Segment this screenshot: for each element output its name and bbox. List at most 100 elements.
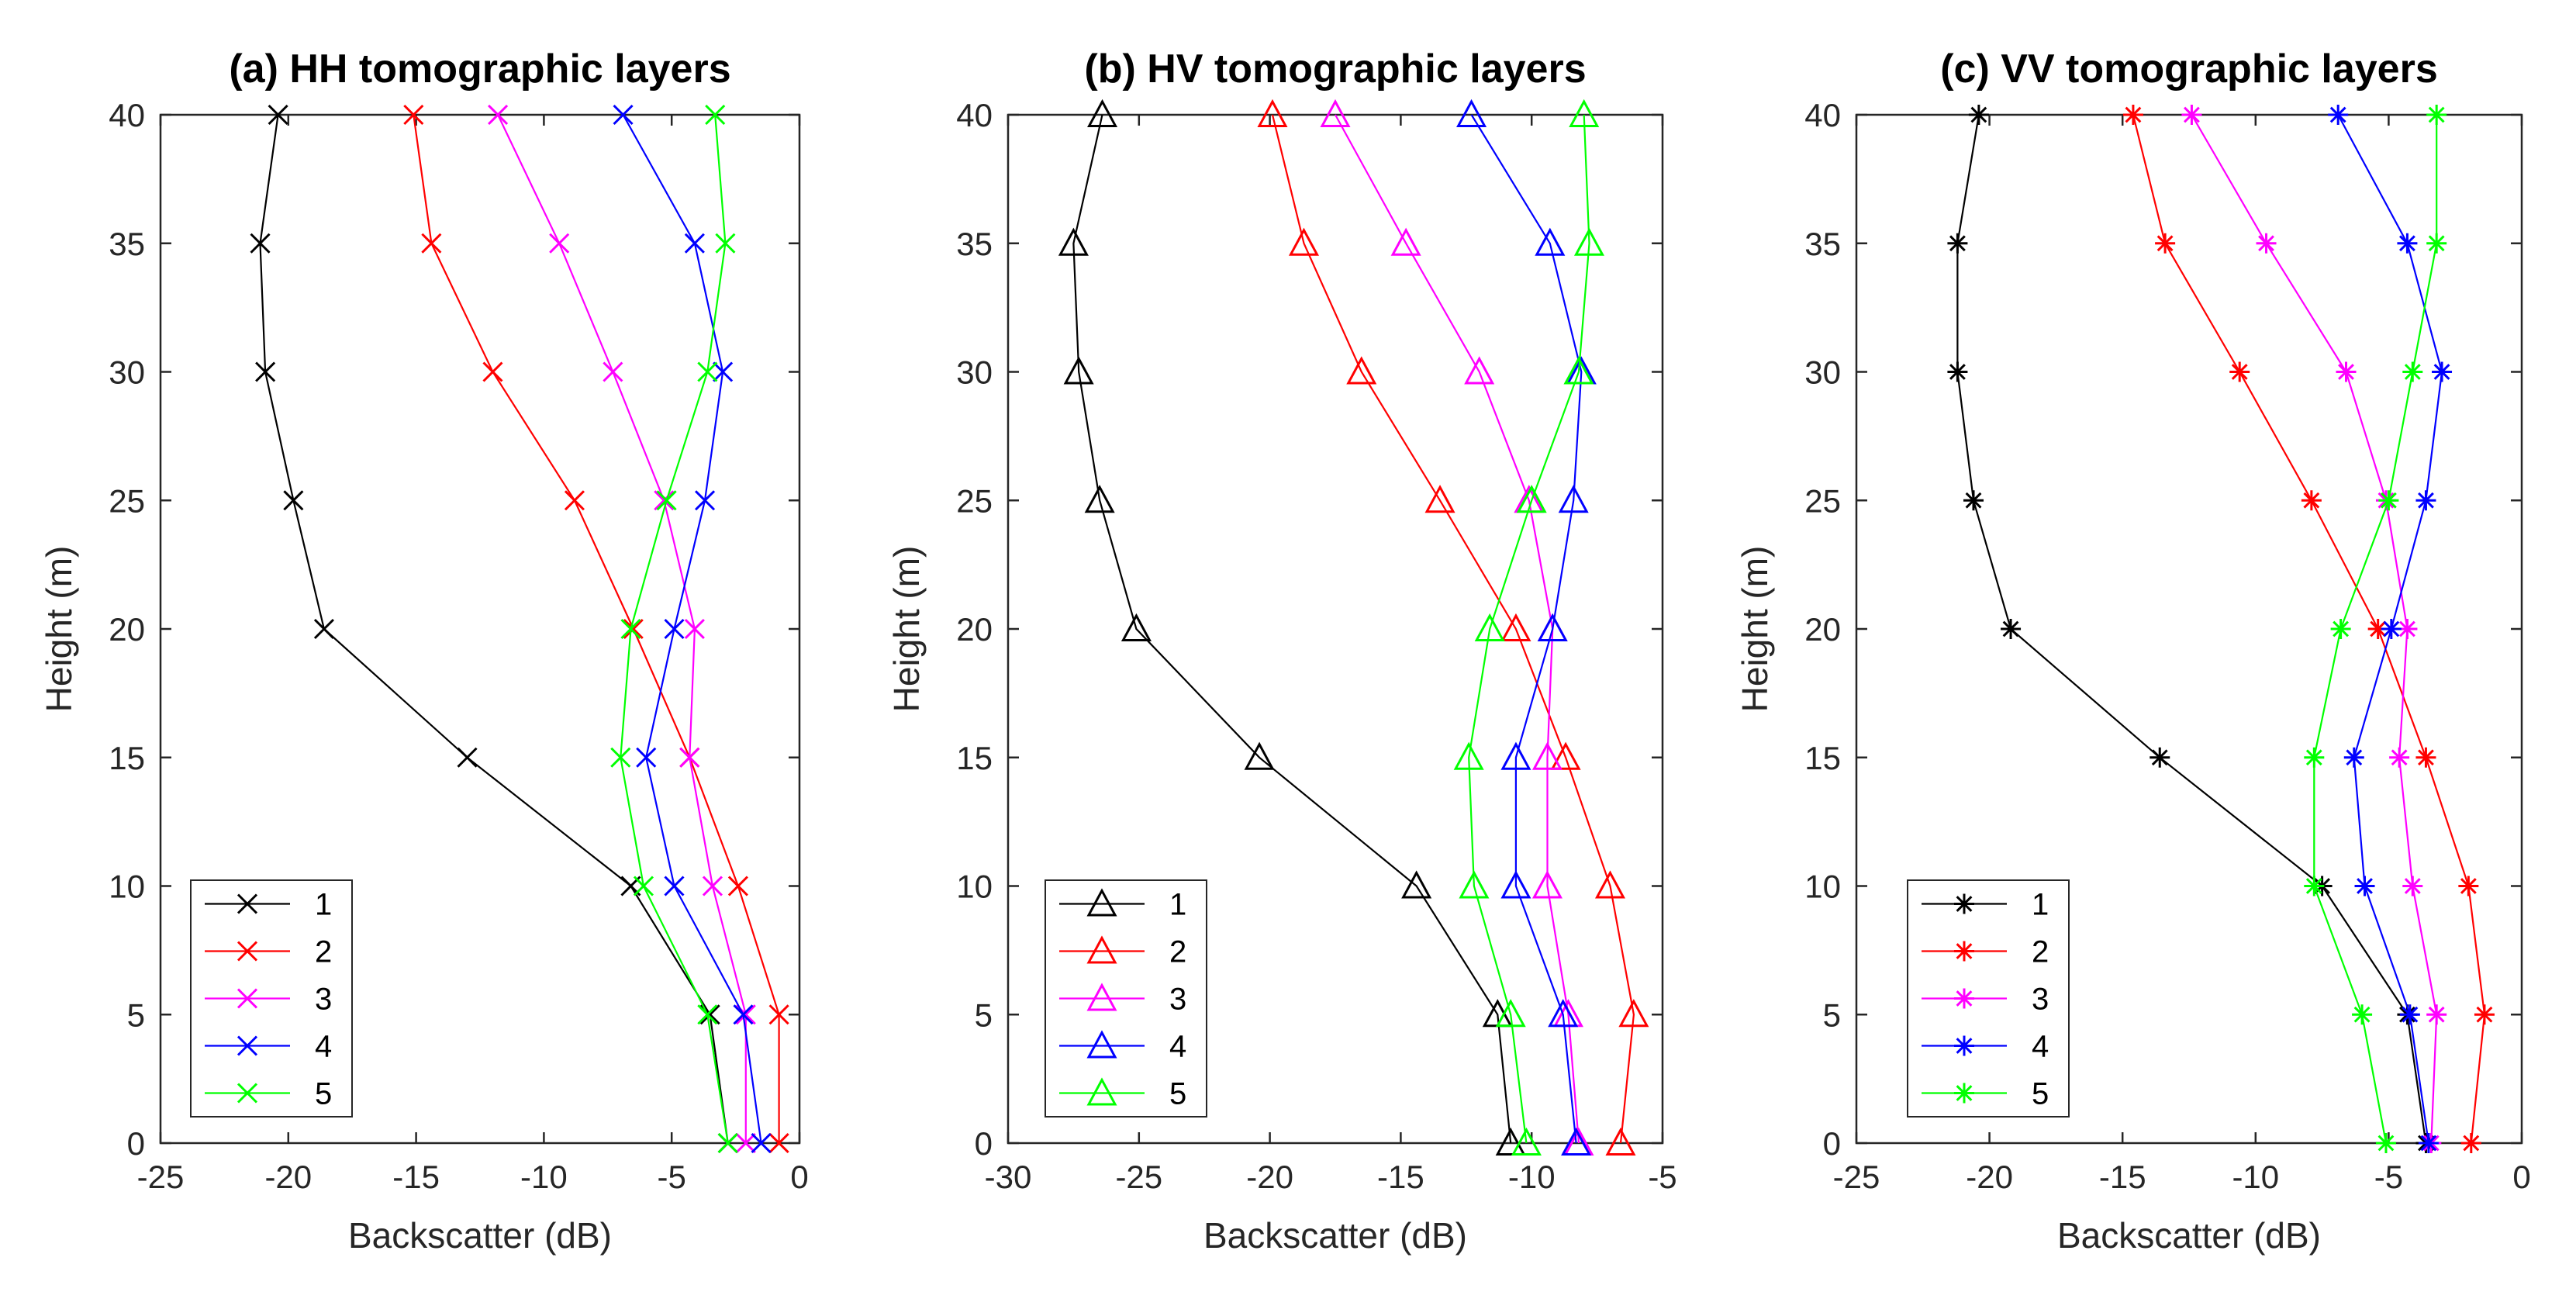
- data-point-s1-4-stroke-b: [313, 618, 335, 640]
- legend-marker-3-stroke-b: [237, 988, 258, 1009]
- data-point-s2-2: [2458, 876, 2479, 896]
- legend-marker-1-stroke-b: [237, 893, 258, 914]
- data-point-s3-8: [1320, 98, 1351, 127]
- series-2: [2122, 105, 2495, 1153]
- data-point-s5-1: [1495, 999, 1526, 1028]
- data-point-s1-5: [283, 490, 304, 511]
- series-4: [1456, 98, 1597, 1156]
- data-point-s1-0: [1495, 1127, 1526, 1156]
- data-point-s1-8: [1087, 98, 1118, 127]
- data-point-s5-6: [1563, 356, 1594, 385]
- data-point-s4-1: [1548, 999, 1579, 1028]
- data-point-s5-3-stroke-d2: [2305, 749, 2322, 766]
- legend-label-1: 1: [1169, 888, 1186, 922]
- data-point-s3-2: [2402, 876, 2423, 896]
- y-tick-label: 25: [956, 482, 993, 519]
- y-tick-label: 40: [1804, 97, 1841, 133]
- data-point-s4-1: [2399, 1004, 2420, 1025]
- data-point-s3-7: [2256, 233, 2277, 254]
- series-line-5: [1468, 114, 1590, 1144]
- y-tick-label: 15: [109, 740, 145, 776]
- data-point-s1-7-stroke-d2: [1949, 235, 1966, 252]
- series-line-2: [1271, 114, 1635, 1144]
- data-point-s5-7-stroke-b: [715, 233, 736, 254]
- data-point-s3-2-stroke-d2: [2404, 878, 2421, 894]
- data-point-s4-8: [2328, 105, 2349, 125]
- legend-marker-3: [1954, 988, 1974, 1009]
- legend-marker-1: [237, 893, 258, 914]
- x-tick-label: -25: [1115, 1159, 1162, 1195]
- data-point-s5-6: [697, 361, 718, 382]
- data-point-s2-7: [1288, 227, 1320, 256]
- data-point-s4-5-stroke-b: [694, 490, 716, 511]
- data-point-s2-5: [2301, 490, 2322, 511]
- data-point-s1-3: [1244, 741, 1275, 770]
- x-tick-label: -15: [1377, 1159, 1424, 1195]
- legend: 1 2 3 4 5: [1907, 879, 2070, 1118]
- data-point-s2-1: [2474, 1004, 2495, 1025]
- legend-marker-4-stroke-d2: [1956, 1038, 1973, 1054]
- y-axis-label: Height (m): [39, 546, 79, 713]
- legend-marker-3: [1086, 983, 1117, 1011]
- data-point-s5-1: [697, 1004, 718, 1025]
- data-point-s2-7: [421, 233, 442, 254]
- y-tick-label: 15: [1804, 740, 1841, 776]
- data-point-s4-4: [1537, 613, 1568, 641]
- series-3: [488, 104, 756, 1154]
- data-point-s3-4-stroke-d2: [2399, 620, 2415, 637]
- legend-marker-5: [1954, 1083, 1974, 1104]
- data-point-s3-3: [1531, 741, 1563, 770]
- legend-label-4: 4: [1169, 1030, 1186, 1064]
- data-point-s4-5: [694, 490, 716, 511]
- y-tick-label: 15: [956, 740, 993, 776]
- data-point-s2-0: [1605, 1127, 1636, 1156]
- y-tick-label: 0: [1823, 1125, 1841, 1162]
- data-point-s2-1-stroke-d2: [2476, 1006, 2493, 1023]
- data-point-s5-5: [656, 490, 677, 511]
- legend: 1 2 3 4 5: [190, 879, 353, 1118]
- data-point-s5-5: [1516, 485, 1547, 513]
- data-point-s4-0: [2418, 1133, 2439, 1153]
- data-point-s2-0: [2460, 1133, 2481, 1153]
- data-point-s1-3: [457, 747, 478, 768]
- y-tick-label: 40: [109, 97, 145, 133]
- data-point-s1-1-stroke-b: [699, 1004, 720, 1025]
- data-point-s5-3: [1453, 741, 1484, 770]
- data-point-s2-2: [727, 876, 748, 896]
- legend-marker-5-stroke-b: [237, 1083, 258, 1104]
- data-point-s4-3: [1500, 741, 1531, 770]
- data-point-s1-7: [250, 233, 271, 254]
- legend-marker-1: [1954, 893, 1974, 914]
- chart-title: (c) VV tomographic layers: [1940, 47, 2438, 92]
- legend-marker-4: [237, 1035, 258, 1056]
- x-axis-label: Backscatter (dB): [348, 1215, 612, 1256]
- y-tick-label: 35: [109, 226, 145, 262]
- data-point-s3-4: [684, 618, 705, 640]
- legend-marker-3: [237, 988, 258, 1009]
- data-point-s3-8: [2181, 105, 2202, 125]
- data-point-s3-7: [549, 233, 570, 254]
- data-point-s2-6: [2229, 361, 2250, 382]
- data-point-s3-2-stroke-b: [702, 876, 723, 896]
- data-point-s1-3-stroke-b: [457, 747, 478, 768]
- y-tick-label: 10: [1804, 869, 1841, 905]
- data-point-s4-3: [636, 747, 657, 768]
- data-point-s3-1-stroke-d2: [2428, 1006, 2445, 1023]
- legend-label-4: 4: [2032, 1030, 2049, 1064]
- data-point-s2-5-stroke-d2: [2303, 492, 2320, 509]
- x-tick-label: -5: [658, 1159, 686, 1195]
- series-5: [610, 104, 738, 1154]
- x-tick-label: -30: [985, 1159, 1032, 1195]
- data-point-s5-4-stroke-b: [620, 618, 641, 640]
- data-point-s5-0-stroke-d2: [2377, 1135, 2395, 1152]
- data-point-s2-1-stroke-b: [768, 1004, 789, 1025]
- x-tick-label: -15: [2099, 1159, 2146, 1195]
- y-tick-label: 10: [109, 869, 145, 905]
- data-point-s1-4: [1121, 613, 1152, 641]
- data-point-s4-7-stroke-b: [684, 233, 705, 254]
- data-point-s3-6: [1464, 356, 1495, 385]
- x-tick-label: -5: [2374, 1159, 2403, 1195]
- y-axis-label: Height (m): [1735, 546, 1775, 713]
- data-point-s4-1: [733, 1004, 754, 1025]
